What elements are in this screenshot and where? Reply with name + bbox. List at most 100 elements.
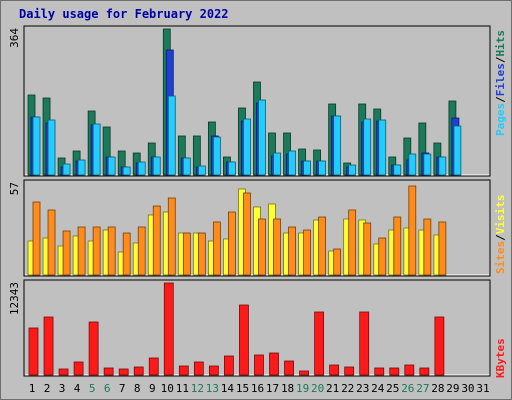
bar-sites-day-12	[197, 232, 206, 276]
x-tick-label: 20	[311, 382, 324, 395]
x-tick-label: 27	[416, 382, 429, 395]
bar-sites-day-25	[393, 216, 402, 276]
x-tick-label: 19	[296, 382, 309, 395]
legend-hits-files-pages: Pages/Files/Hits	[494, 30, 507, 136]
x-tick-label: 15	[236, 382, 249, 395]
bar-sites-day-8	[137, 226, 146, 276]
x-tick-label: 14	[221, 382, 235, 395]
bar-sites-day-22	[348, 209, 357, 276]
x-tick-label: 8	[134, 382, 141, 395]
bar-sites-day-17	[273, 218, 281, 276]
x-tick-label: 18	[281, 382, 294, 395]
x-tick-label: 6	[104, 382, 111, 395]
x-tick-label: 21	[326, 382, 339, 395]
bar-kbytes-day-8	[133, 366, 144, 376]
bar-pages-day-26	[408, 153, 417, 176]
x-tick-label: 13	[206, 382, 219, 395]
bar-kbytes-day-25	[389, 367, 400, 376]
bar-pages-day-18	[288, 150, 296, 176]
bar-pages-day-22	[348, 164, 357, 176]
bar-pages-day-14	[228, 161, 236, 176]
bar-pages-day-15	[243, 118, 251, 176]
y-max-label: 57	[8, 182, 21, 195]
bar-sites-day-3	[62, 230, 71, 276]
legend-separator: /	[494, 234, 507, 241]
bar-pages-day-19	[303, 160, 311, 176]
x-tick-label: 11	[176, 382, 189, 395]
bar-sites-day-14	[228, 211, 236, 276]
bar-pages-day-9	[152, 156, 161, 176]
bar-sites-day-2	[47, 209, 56, 276]
bar-kbytes-day-18	[284, 360, 294, 376]
x-tick-label: 12	[191, 382, 204, 395]
x-tick-label: 31	[476, 382, 489, 395]
x-tick-label: 3	[59, 382, 66, 395]
bar-sites-day-10	[167, 197, 176, 276]
y-max-label: 12343	[8, 282, 21, 315]
bar-kbytes-day-4	[73, 361, 84, 376]
bar-sites-day-23	[363, 222, 372, 276]
bar-kbytes-day-9	[148, 357, 159, 376]
bar-kbytes-day-5	[88, 321, 99, 376]
bar-pages-day-24	[378, 119, 387, 176]
bar-sites-day-16	[258, 218, 266, 276]
chart-title: Daily usage for February 2022	[19, 7, 229, 21]
bar-pages-day-12	[197, 165, 206, 176]
x-tick-label: 28	[431, 382, 444, 395]
bar-sites-day-26	[408, 185, 417, 276]
x-tick-label: 4	[74, 382, 81, 395]
x-tick-label: 24	[371, 382, 385, 395]
bar-pages-day-11	[182, 157, 191, 176]
bar-kbytes-day-3	[58, 368, 69, 376]
legend-hits: Hits	[494, 30, 507, 57]
bar-kbytes-day-23	[359, 311, 370, 376]
bar-kbytes-day-19	[299, 370, 309, 376]
bar-pages-day-13	[212, 136, 221, 176]
bar-pages-day-10	[167, 95, 176, 176]
bar-sites-day-9	[152, 205, 161, 276]
bar-pages-day-17	[273, 152, 281, 176]
bar-pages-day-6	[107, 156, 116, 176]
x-tick-label: 5	[89, 382, 96, 395]
bar-pages-day-2	[47, 119, 56, 176]
bar-pages-day-16	[258, 99, 266, 176]
legend-kbytes-group: KBytes	[494, 338, 507, 378]
x-tick-label: 30	[461, 382, 474, 395]
x-tick-label: 7	[119, 382, 126, 395]
x-tick-label: 16	[251, 382, 264, 395]
bar-sites-day-6	[107, 226, 116, 276]
bar-kbytes-day-1	[28, 327, 39, 376]
legend-files: Files	[494, 63, 507, 96]
bar-pages-day-21	[333, 115, 342, 176]
bar-kbytes-day-2	[43, 316, 54, 376]
bar-sites-day-1	[32, 201, 41, 276]
bar-pages-day-1	[32, 116, 41, 176]
bar-sites-day-27	[423, 218, 432, 276]
x-tick-label: 25	[386, 382, 399, 395]
bar-pages-day-29	[453, 125, 462, 176]
bar-sites-day-15	[243, 192, 251, 276]
bar-sites-day-24	[378, 237, 387, 276]
bar-pages-day-5	[92, 123, 101, 176]
bar-pages-day-23	[363, 118, 372, 176]
bar-kbytes-day-27	[419, 367, 430, 376]
bar-sites-day-7	[122, 232, 131, 276]
legend-pages: Pages	[494, 103, 507, 136]
bar-kbytes-day-17	[269, 352, 279, 376]
legend-separator: /	[494, 56, 507, 63]
legend-separator: /	[494, 96, 507, 103]
bar-sites-day-13	[212, 221, 221, 276]
bar-sites-day-5	[92, 226, 101, 276]
x-tick-label: 26	[401, 382, 414, 395]
legend-sites: Sites	[494, 241, 507, 274]
bar-sites-day-18	[288, 226, 296, 276]
y-max-label: 364	[8, 28, 21, 48]
bar-sites-day-20	[318, 216, 327, 276]
x-tick-label: 17	[266, 382, 279, 395]
bar-sites-day-19	[303, 229, 311, 276]
bar-kbytes-day-16	[254, 354, 264, 376]
bar-sites-day-11	[182, 232, 191, 276]
bar-kbytes-day-14	[224, 355, 234, 376]
bar-kbytes-day-13	[208, 365, 219, 376]
